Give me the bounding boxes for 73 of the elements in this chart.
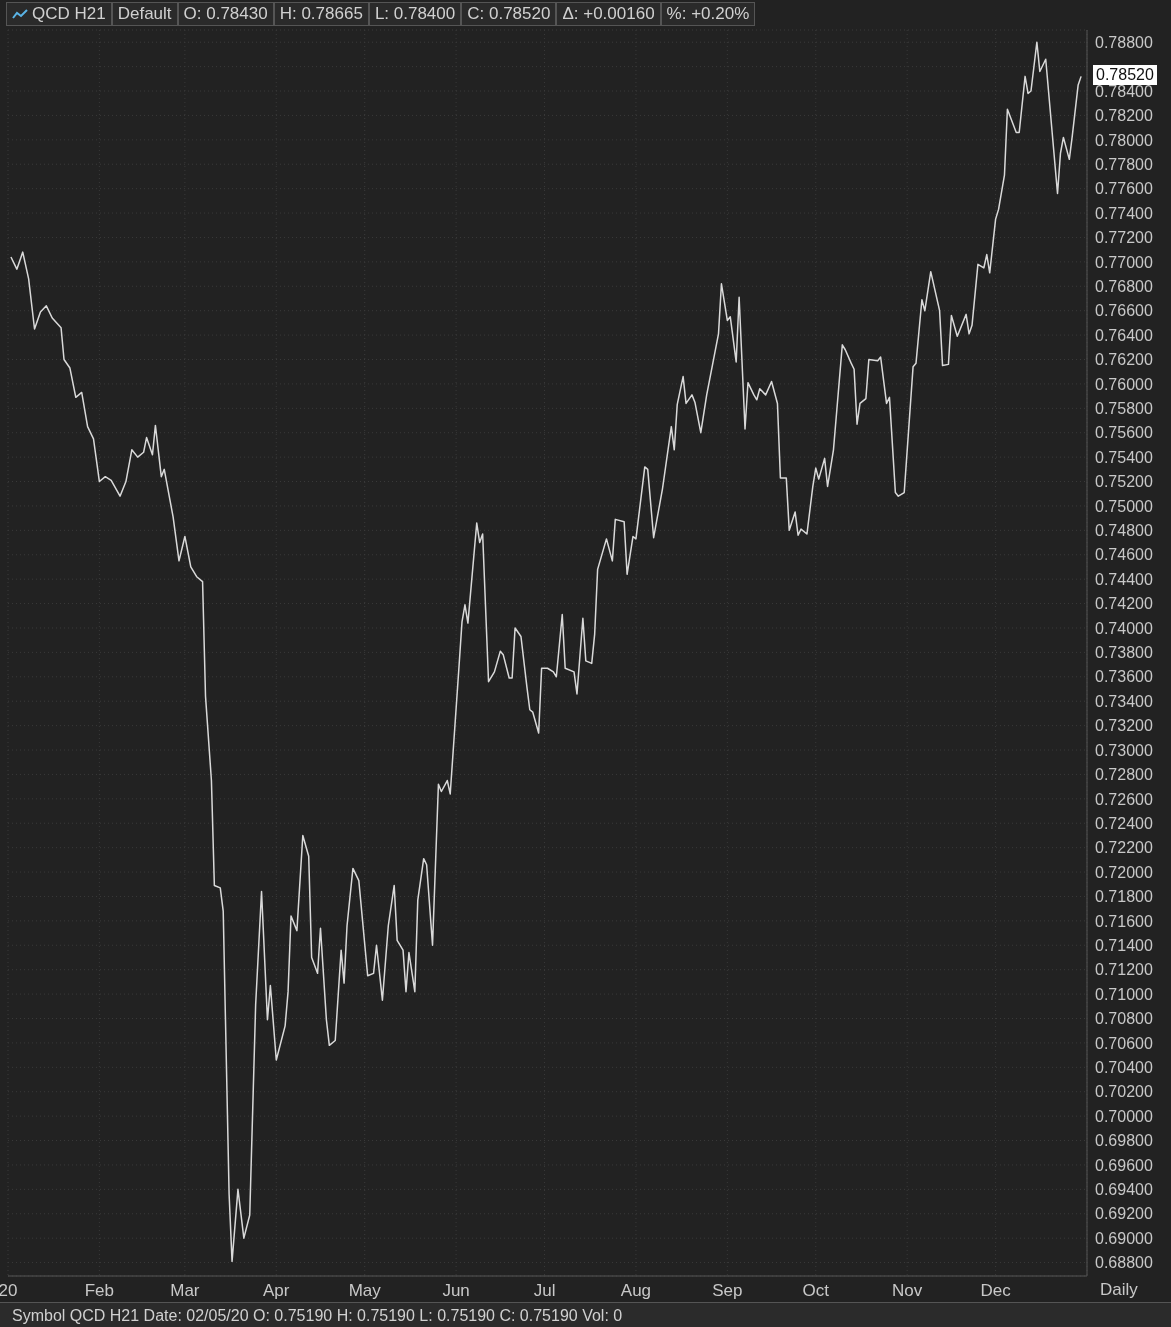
text: Δ: +0.00160 — [556, 2, 661, 26]
y-tick-label: 0.76000 — [1095, 375, 1153, 393]
y-tick-label: 0.77000 — [1095, 253, 1153, 271]
y-tick-label: 0.76800 — [1095, 277, 1153, 295]
x-tick-label: Feb — [84, 1281, 115, 1301]
text: Default — [111, 2, 178, 26]
y-tick-label: 0.72600 — [1095, 790, 1153, 808]
text: Daily — [1100, 1280, 1138, 1300]
y-tick-label: 0.74200 — [1095, 595, 1153, 613]
text: 0.78520 — [1093, 65, 1157, 86]
y-tick-label: 0.73600 — [1095, 668, 1153, 686]
y-tick-label: 0.69400 — [1095, 1181, 1153, 1199]
y-tick-label: 0.78800 — [1095, 33, 1153, 51]
x-tick-label: Jun — [442, 1281, 470, 1301]
y-tick-label: 0.69200 — [1095, 1205, 1153, 1223]
y-tick-label: 0.71400 — [1095, 936, 1153, 954]
y-tick-label: 0.76600 — [1095, 302, 1153, 320]
y-tick-label: 0.74000 — [1095, 619, 1153, 637]
y-tick-label: 0.75400 — [1095, 448, 1153, 466]
y-tick-label: 0.68800 — [1095, 1254, 1153, 1272]
y-tick-label: 0.70400 — [1095, 1059, 1153, 1076]
x-tick-label: Sep — [712, 1281, 743, 1301]
y-tick-label: 0.69800 — [1095, 1132, 1153, 1150]
y-tick-label: 0.75200 — [1095, 473, 1153, 491]
text: Symbol QCD H21 Date: 02/05/20 O: 0.75190 H: 0.75190 L: 0.75190 C: 0.75190 Vol: 0 — [0, 1302, 1171, 1327]
y-tick-label: 0.70000 — [1095, 1107, 1153, 1125]
x-tick-label: Oct — [802, 1281, 830, 1301]
y-tick-label: 0.78200 — [1095, 107, 1153, 125]
x-tick-label: Dec — [980, 1281, 1012, 1301]
text: O: 0.78430 — [177, 2, 274, 26]
y-tick-label: 0.77400 — [1095, 204, 1153, 222]
y-tick-label: 0.72200 — [1095, 839, 1153, 857]
y-tick-label: 0.74600 — [1095, 546, 1153, 564]
text: L: 0.78400 — [368, 2, 462, 26]
y-tick-label: 0.70600 — [1095, 1034, 1153, 1052]
x-tick-label: Apr — [263, 1281, 290, 1301]
y-tick-label: 0.75000 — [1095, 497, 1153, 515]
y-tick-label: 0.73400 — [1095, 692, 1153, 710]
text: %: +0.20% — [660, 2, 756, 26]
y-tick-label: 0.69000 — [1095, 1229, 1153, 1247]
y-tick-label: 0.75800 — [1095, 400, 1153, 417]
text: H: 0.78665 — [273, 2, 369, 26]
y-tick-label: 0.77800 — [1095, 155, 1153, 173]
y-tick-label: 0.71000 — [1095, 985, 1153, 1003]
y-tick-label: 0.77200 — [1095, 229, 1153, 247]
y-tick-label: 0.69600 — [1095, 1156, 1153, 1174]
y-tick-label: 0.78000 — [1095, 131, 1153, 149]
y-tick-label: 0.72000 — [1095, 863, 1153, 881]
y-tick-label: 0.70800 — [1095, 1010, 1153, 1028]
y-tick-label: 0.71600 — [1095, 912, 1153, 930]
y-tick-label: 0.74400 — [1095, 570, 1153, 588]
y-tick-label: 0.71200 — [1095, 961, 1153, 979]
x-tick-label: Aug — [620, 1281, 652, 1301]
x-tick-label: Mar — [170, 1281, 200, 1301]
y-tick-label: 0.73000 — [1095, 741, 1153, 759]
text: C: 0.78520 — [461, 2, 557, 26]
y-tick-label: 0.70200 — [1095, 1083, 1153, 1101]
y-tick-label: 0.71800 — [1095, 888, 1153, 906]
y-tick-label: 0.77600 — [1095, 180, 1153, 198]
y-tick-label: 0.76400 — [1095, 326, 1153, 344]
chart-title: QCD H21 — [32, 3, 106, 25]
line-series — [10, 41, 1082, 1263]
y-tick-label: 0.76200 — [1095, 351, 1153, 369]
x-tick-label: 20 — [0, 1281, 18, 1301]
y-tick-label: 0.75600 — [1095, 424, 1153, 442]
y-tick-label: 0.74800 — [1095, 522, 1153, 540]
y-tick-label: 0.73200 — [1095, 717, 1153, 735]
y-tick-label: 0.72800 — [1095, 766, 1153, 784]
x-tick-label: Nov — [892, 1281, 923, 1301]
y-tick-label: 0.72400 — [1095, 814, 1153, 832]
x-tick-label: Jul — [533, 1281, 556, 1301]
x-tick-label: May — [348, 1281, 382, 1301]
y-tick-label: 0.73800 — [1095, 644, 1153, 662]
